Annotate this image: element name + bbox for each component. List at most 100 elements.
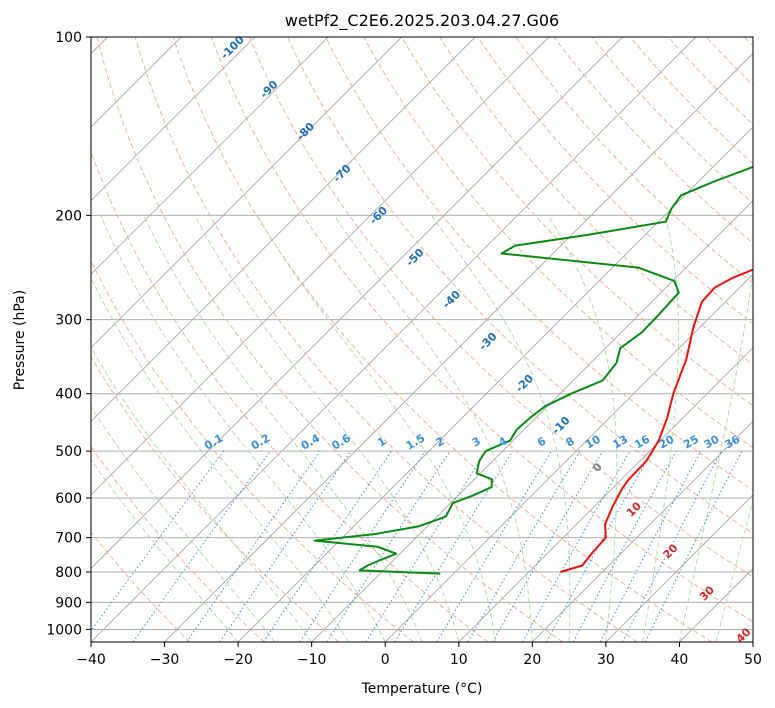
mixing-ratio-line [326,450,451,642]
y-tick-label: 400 [55,387,82,403]
mixing-ratio-label: 16 [632,432,652,451]
y-tick-label: 300 [55,313,82,329]
moist-adiabat-line [642,215,679,642]
isotherm-line [164,52,753,642]
y-axis-ticks: 100 200 300 400 500 600 700 800 900 1000 [46,30,91,638]
x-tick-label: −10 [297,652,327,668]
x-tick-label: 10 [450,652,468,668]
mixing-ratio-label: 30 [702,432,722,451]
mixing-ratio-line [186,450,321,642]
isotherm-line [91,37,623,570]
dry-adiabat-label: 20 [661,541,681,561]
mixing-ratio-label: 25 [681,433,701,452]
moist-adiabat-line [194,215,460,642]
x-tick-label: −20 [223,652,253,668]
dry-adiabat-label: -30 [476,330,499,353]
mixing-ratio-line [522,450,631,642]
moist-adiabat-line [333,215,533,642]
isotherm-line [91,37,255,202]
dry-adiabat-line [705,37,753,86]
mixing-ratio-line [467,450,581,642]
dry-adiabat-label: 0 [590,460,605,475]
x-axis-label: Temperature (°C) [361,681,483,697]
isotherm-line [91,37,403,349]
dry-adiabat-line [91,356,340,642]
moist-adiabat-line [143,215,423,642]
mixing-ratio-label: 6 [535,434,548,449]
dry-adiabat-line [91,259,414,642]
dry-adiabat-line [667,37,753,126]
mixing-ratio-line [91,450,224,632]
x-tick-label: 30 [597,652,615,668]
dry-adiabat-line [210,37,753,623]
mixing-ratio-line [644,450,743,642]
x-tick-label: 0 [381,652,390,668]
mixing-ratio-label: 0.2 [249,432,272,453]
moist-adiabat-line [678,268,753,642]
x-axis-ticks: −40 −30 −20 −10 0 10 20 30 40 50 [76,642,762,668]
x-tick-label: −30 [150,652,180,668]
dewpoint-profile-line [313,165,753,575]
dry-adiabat-line [91,150,489,642]
isotherm-line [532,420,753,642]
mixing-ratio-line [263,450,392,642]
plot-area: 0.1 0.2 0.4 0.6 1 1.5 2 3 4 6 8 10 13 16 20 25 30 36-100-… [91,37,753,642]
y-tick-label: 600 [55,491,82,507]
moist-adiabat-line [547,215,618,642]
isotherm-line [605,494,753,642]
mixing-ratio-label: 13 [610,433,630,452]
mixing-ratio-label: 0.4 [299,431,323,452]
moist-adiabat-line [91,346,313,642]
y-tick-label: 800 [55,565,82,581]
x-tick-label: 50 [744,652,762,668]
dry-adiabat-line [134,37,638,642]
mixing-ratio-line [436,450,552,642]
moist-adiabat-line [430,215,571,642]
mixing-ratio-line [599,450,702,642]
isotherm-line [679,567,753,642]
dry-adiabat-line [591,37,753,205]
mixing-ratio-label: 1.5 [404,432,427,453]
isotherm-line [384,273,753,642]
moist-adiabat-line [91,458,239,642]
sounding-profiles [313,165,753,575]
isotherm-line [752,641,753,642]
dry-adiabat-line [744,37,753,47]
dry-adiabat-label: 30 [697,583,717,603]
y-tick-label: 900 [55,595,82,611]
mixing-ratio-label: 0.6 [330,431,354,452]
mixing-ratio-label: 8 [564,435,577,450]
x-tick-label: 40 [671,652,689,668]
dry-adiabat-label: -80 [294,120,317,143]
y-tick-label: 1000 [46,622,82,638]
dry-adiabat-line [91,445,265,642]
mixing-ratio-label: 10 [583,432,603,451]
dry-adiabats [91,37,753,642]
isotherm-line [91,37,550,496]
moist-adiabat-line [715,499,753,642]
y-tick-label: 200 [55,208,82,224]
dry-adiabat-label: -70 [330,162,353,185]
temperature-profile-line [560,268,753,573]
isotherm-line [91,37,329,275]
mixing-ratio-label: 2 [434,435,447,450]
dry-adiabat-line [401,37,753,407]
chart-title: wetPf2_C2E6.2025.203.04.27.G06 [285,11,559,31]
plot-frame [90,36,754,643]
mixing-ratio-line [299,450,426,642]
isotherm-line [458,347,753,642]
dry-adiabat-label: 10 [624,499,644,519]
moist-adiabats [91,215,753,642]
dry-adiabat-label: -20 [513,372,536,395]
y-tick-label: 500 [55,444,82,460]
dry-adiabat-line [477,37,753,325]
dry-adiabat-line [287,37,753,534]
mixing-ratio-line [394,450,514,642]
dry-adiabat-line [172,37,713,642]
dry-adiabat-line [248,37,753,578]
mixing-ratio-lines [91,450,743,642]
mixing-ratio-line [132,450,271,642]
dry-adiabat-label: -60 [367,204,390,227]
isotherm-line [91,37,476,422]
